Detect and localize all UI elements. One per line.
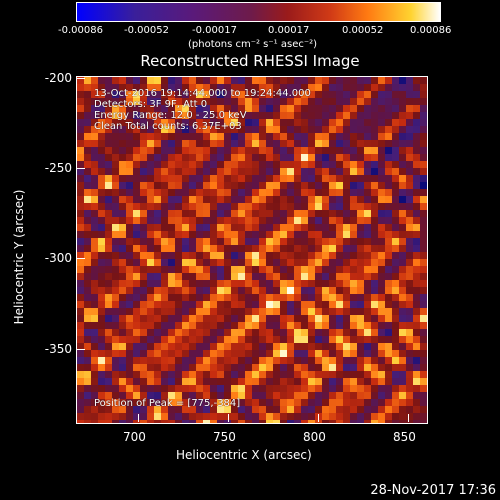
colorbar-tick: 0.00017 [268,25,310,36]
rhessi-image [76,76,428,424]
x-tick-label: 750 [213,430,236,444]
y-tick-label: -250 [44,161,72,175]
y-tick-label: -350 [44,342,72,356]
x-tick-mark [138,414,139,422]
annotation-detectors: Detectors: 3F 9F, Att 0 [94,99,208,110]
colorbar-tick: 0.00086 [410,25,452,36]
colorbar-tick: -0.00017 [192,25,237,36]
colorbar [76,2,441,22]
colorbar-tick: -0.00052 [124,25,169,36]
colorbar-tick: -0.00086 [58,25,103,36]
x-axis-label: Heliocentric X (arcsec) [176,448,312,462]
x-tick-label: 700 [123,430,146,444]
colorbar-units: (photons cm⁻² s⁻¹ asec⁻²) [188,39,318,50]
x-tick-mark [228,414,229,422]
x-tick-mark [318,414,319,422]
annotation-time-range: 13-Oct-2016 19:14:44.000 to 19:24:44.000 [94,88,311,99]
y-tick-label: -200 [44,71,72,85]
y-tick-label: -300 [44,251,72,265]
annotation-clean: Clean Total counts: 6.37E+03 [94,121,242,132]
y-tick-mark [77,78,85,79]
y-tick-mark [77,349,85,350]
timestamp: 28-Nov-2017 17:36 [370,483,496,498]
x-tick-label: 800 [303,430,326,444]
x-tick-mark [408,414,409,422]
annotation-energy-range: Energy Range: 12.0 - 25.0 keV [94,110,247,121]
x-tick-label: 850 [393,430,416,444]
colorbar-tick: 0.00052 [342,25,384,36]
y-tick-mark [77,168,85,169]
y-tick-mark [77,258,85,259]
plot-title: Reconstructed RHESSI Image [140,52,360,70]
y-axis-label: Heliocentric Y (arcsec) [12,189,26,325]
rhessi-image-pixels [77,77,427,423]
annotation-peak-position: Position of Peak = [775,-384] [94,398,241,409]
